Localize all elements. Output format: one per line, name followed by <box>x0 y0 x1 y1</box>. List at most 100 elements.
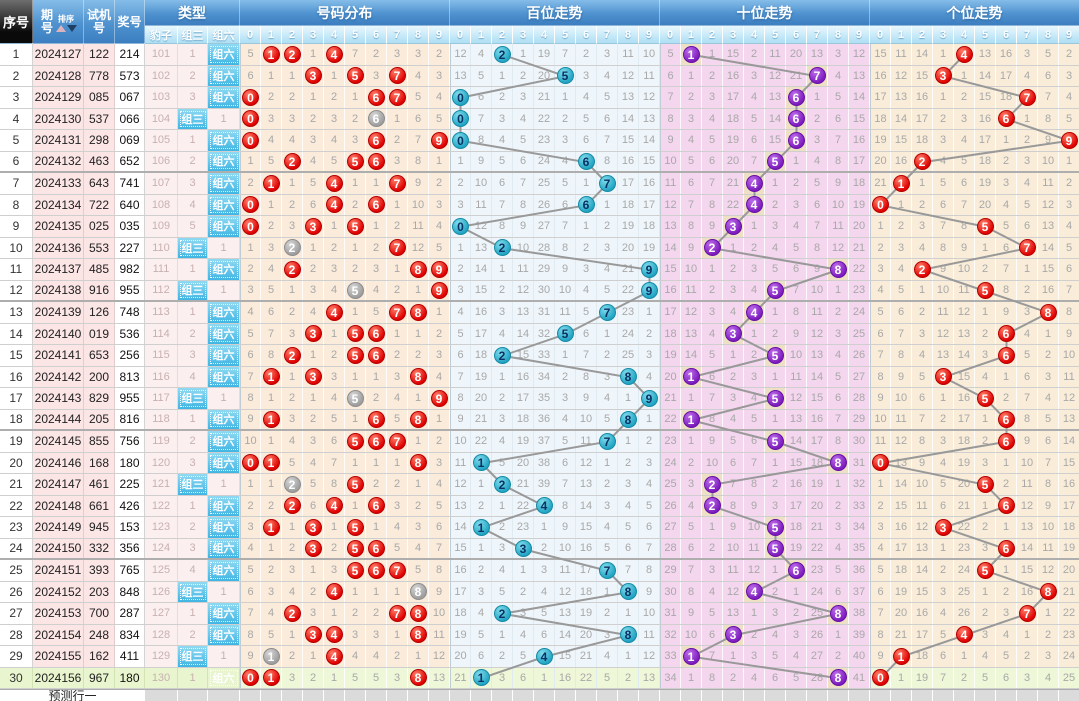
ge-cell: 1 <box>996 452 1017 473</box>
hit-circle-red: 9 <box>430 260 448 278</box>
bai-cell: 32 <box>534 323 555 344</box>
bai-cell: 38 <box>534 452 555 473</box>
shi-cell: 8 <box>702 194 723 215</box>
bai-cell: 33 <box>534 345 555 366</box>
hit-circle-red: 3 <box>304 368 322 386</box>
col-header-period: 期号 排序 <box>33 0 84 44</box>
hit-circle-red: 7 <box>1018 239 1036 257</box>
col-header-test: 试机号 <box>84 0 115 44</box>
dist-cell: 5 <box>345 151 366 171</box>
shi-cell: 3 <box>723 323 744 344</box>
bai-cell: 21 <box>450 667 471 688</box>
ge-cell: 2 <box>891 216 912 237</box>
dist-cell: 8 <box>240 388 261 409</box>
bai-cell: 12 <box>450 474 471 495</box>
dist-cell: 6 <box>261 302 282 323</box>
dist-cell: 3 <box>303 603 324 624</box>
bai-cell: 28 <box>534 237 555 258</box>
bai-cell: 1 <box>513 560 534 581</box>
dist-cell: 1 <box>303 560 324 581</box>
dist-cell: 4 <box>282 431 303 452</box>
period-cell: 2024137 <box>33 259 84 280</box>
ge-cell: 17 <box>912 624 933 645</box>
sort-desc-icon[interactable] <box>66 24 77 32</box>
baozi-cell: 120 <box>145 452 178 473</box>
sort-asc-icon[interactable] <box>55 24 66 32</box>
bai-cell: 22 <box>576 667 597 688</box>
ge-cell: 12 <box>1038 560 1059 581</box>
bai-cell: 15 <box>471 280 492 300</box>
dist-cell: 2 <box>366 237 387 258</box>
period-cell: 2024152 <box>33 581 84 602</box>
ge-cell: 18 <box>975 151 996 171</box>
hit-circle-gray: 8 <box>409 583 427 601</box>
hit-circle-red: 9 <box>430 281 448 299</box>
dist-cell: 1 <box>261 65 282 86</box>
shi-cell: 2 <box>702 237 723 258</box>
shi-cell: 1 <box>681 646 702 667</box>
shi-cell: 7 <box>681 194 702 215</box>
dist-cell: 3 <box>282 560 303 581</box>
ge-cell: 4 <box>1017 323 1038 344</box>
hit-circle-teal: 2 <box>493 45 511 63</box>
dist-cell: 1 <box>303 646 324 667</box>
footer-cell <box>1017 690 1038 701</box>
hit-circle-red: 7 <box>388 561 406 579</box>
bai-cell: 4 <box>555 409 576 429</box>
ge-cell: 14 <box>912 44 933 65</box>
shi-cell: 7 <box>744 452 765 473</box>
hit-circle-gray: 5 <box>346 389 364 407</box>
bai-cell: 14 <box>471 259 492 280</box>
ge-cell: 5 <box>933 474 954 495</box>
dist-cell: 2 <box>261 87 282 108</box>
zu3-cell: 2 <box>178 431 208 452</box>
ge-cell: 7 <box>870 345 891 366</box>
dist-cell: 4 <box>429 87 450 108</box>
dist-cell: 1 <box>345 173 366 194</box>
hit-circle-red: 9 <box>430 131 448 149</box>
period-cell: 2024156 <box>33 667 84 688</box>
sort-arrows <box>55 24 77 32</box>
ge-cell: 8 <box>1038 108 1059 129</box>
ge-cell: 2 <box>933 108 954 129</box>
bai-cell: 2 <box>597 603 618 624</box>
sort-control[interactable]: 排序 <box>55 12 77 32</box>
dist-cell: 2 <box>303 667 324 688</box>
ge-cell: 21 <box>954 495 975 516</box>
bai-cell: 1 <box>492 495 513 516</box>
hit-circle-red: 6 <box>367 561 385 579</box>
zu3-cell: 2 <box>178 151 208 171</box>
bai-cell: 4 <box>555 151 576 171</box>
shi-cell: 4 <box>744 581 765 602</box>
test-cell: 126 <box>84 302 115 323</box>
shi-cell: 6 <box>828 581 849 602</box>
shi-cell: 27 <box>849 366 870 387</box>
table-row: 12 2024138 916 955 112 组三 1 3 5 1 3 4 5 4 2 1 9 3 15 2 12 30 1… <box>0 280 1079 302</box>
dist-cell: 5 <box>408 560 429 581</box>
shi-cell: 7 <box>702 173 723 194</box>
bai-cell: 2 <box>492 237 513 258</box>
dist-cell: 1 <box>261 646 282 667</box>
table-row: 1 2024127 122 214 101 1 组六 5 1 2 1 4 7 2 3 3 2 12 4 2 1 19 7 2 3… <box>0 44 1079 66</box>
dist-cell: 3 <box>429 65 450 86</box>
dist-cell: 1 <box>261 474 282 495</box>
ge-cell: 7 <box>1017 603 1038 624</box>
bai-cell: 29 <box>534 259 555 280</box>
shi-cell: 3 <box>807 130 828 151</box>
footer-cell <box>1038 690 1059 701</box>
shi-cell: 8 <box>828 603 849 624</box>
ge-cell: 18 <box>954 431 975 452</box>
dist-cell: 1 <box>261 173 282 194</box>
ge-cell: 21 <box>891 624 912 645</box>
period-cell: 2024153 <box>33 603 84 624</box>
seq-cell: 3 <box>0 87 33 108</box>
dist-cell: 3 <box>387 667 408 688</box>
ge-cell: 8 <box>1059 302 1079 323</box>
shi-cell: 12 <box>786 388 807 409</box>
ge-cell: 5 <box>933 624 954 645</box>
shi-cell: 31 <box>849 452 870 473</box>
dist-cell: 4 <box>366 646 387 667</box>
zu6-cell: 组六 <box>208 538 240 558</box>
ge-cell: 7 <box>1017 87 1038 108</box>
dist-cell: 7 <box>387 173 408 194</box>
